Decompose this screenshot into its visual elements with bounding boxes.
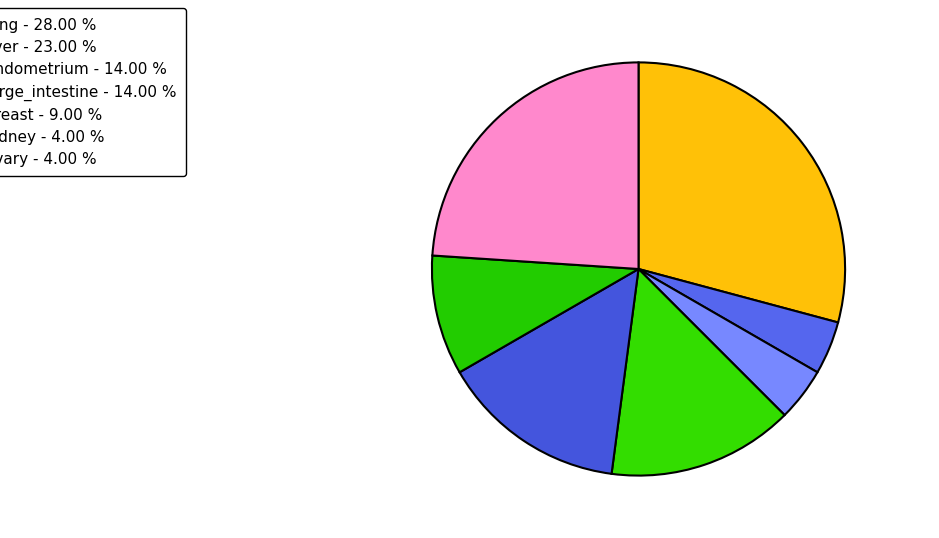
Wedge shape [639, 269, 818, 415]
Wedge shape [432, 256, 639, 372]
Wedge shape [639, 269, 839, 372]
Wedge shape [611, 269, 785, 476]
Wedge shape [639, 62, 845, 322]
Wedge shape [432, 62, 639, 269]
Wedge shape [459, 269, 639, 474]
Legend: lung - 28.00 %, liver - 23.00 %, endometrium - 14.00 %, large_intestine - 14.00 : lung - 28.00 %, liver - 23.00 %, endomet… [0, 8, 186, 176]
